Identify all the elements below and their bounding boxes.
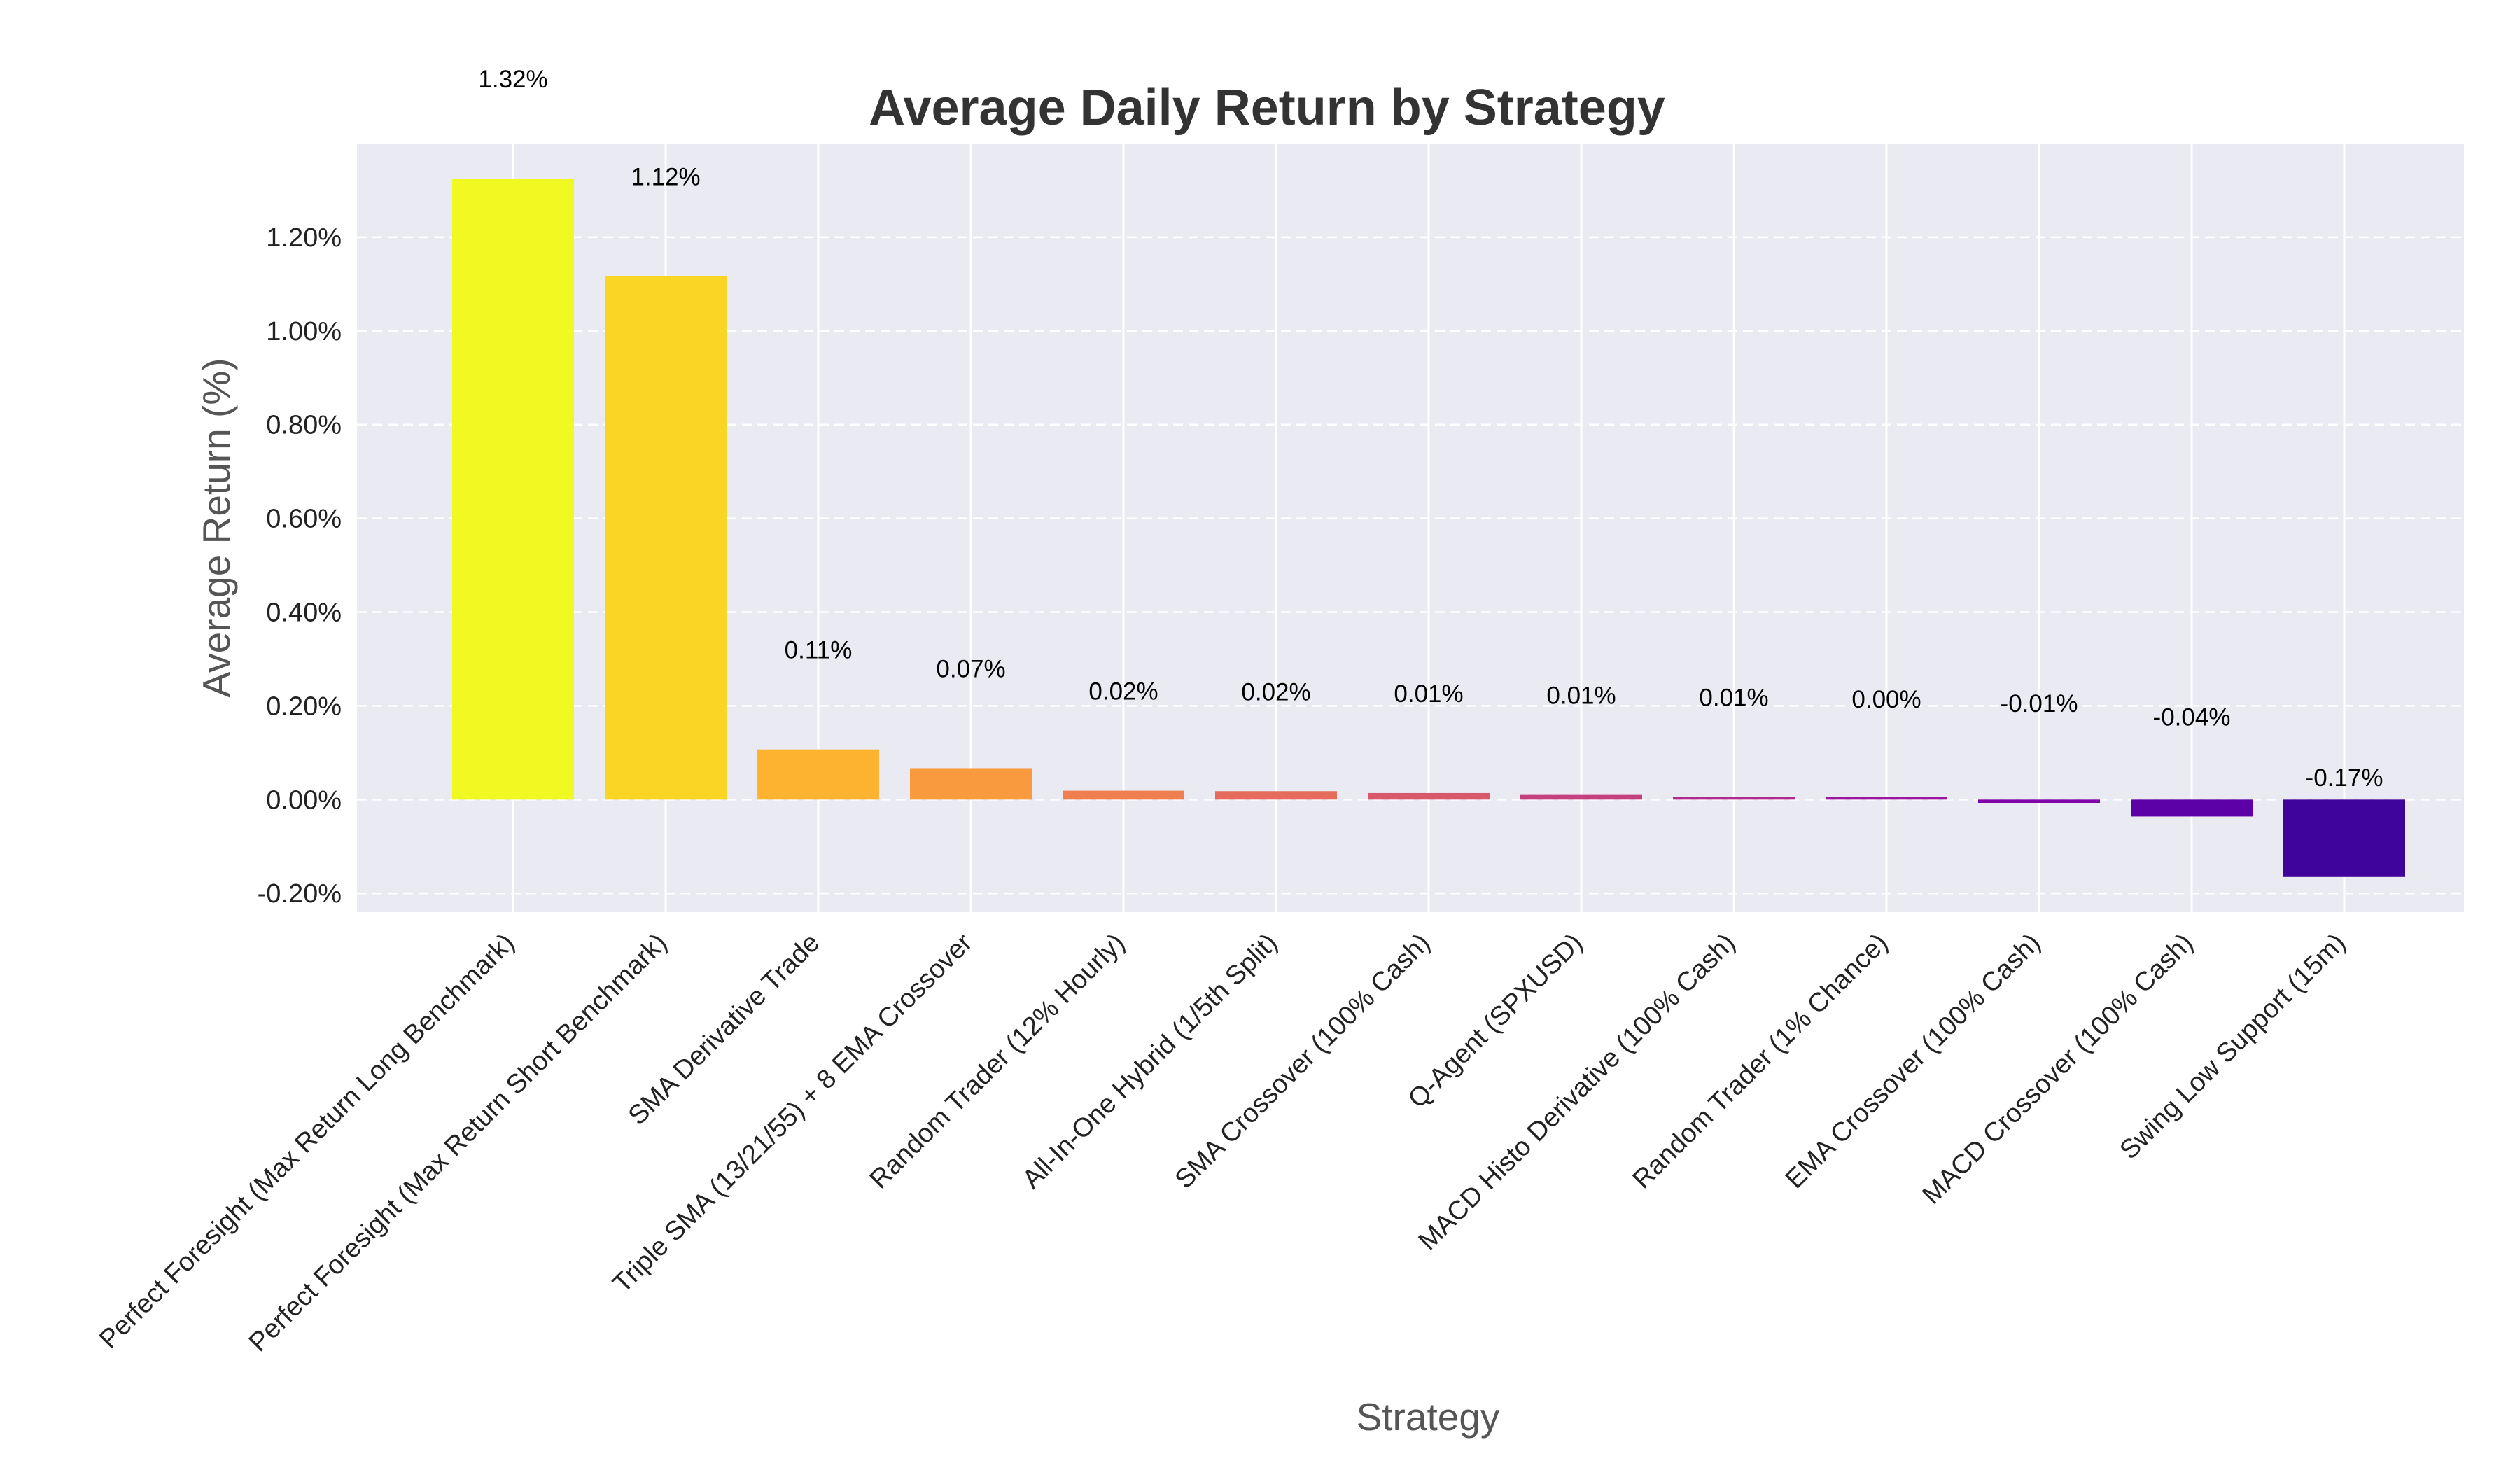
bar	[1215, 791, 1337, 800]
x-tick-label: All-In-One Hybrid (1/5th Split)	[1017, 928, 1284, 1195]
bar	[1978, 799, 2100, 804]
x-axis-title: Strategy	[1357, 1395, 1500, 1438]
x-tick-label: MACD Crossover (100% Cash)	[1917, 928, 2199, 1210]
data-labels: 1.32% 1.12% 0.11% 0.07% 0.02% 0.02% 0.01% 0.01%…	[478, 66, 2383, 792]
bar	[1520, 794, 1642, 800]
bar	[1826, 797, 1947, 800]
horizontal-gridlines	[357, 236, 2464, 895]
y-tick-label: 0.60%	[266, 505, 342, 534]
bar	[1368, 792, 1490, 800]
data-label: 0.07%	[936, 655, 1005, 682]
data-label: 0.02%	[1241, 678, 1310, 706]
bar	[605, 276, 727, 800]
data-label: -0.01%	[2001, 690, 2078, 718]
data-label: 0.00%	[1851, 686, 1921, 713]
y-tick-label: -0.20%	[258, 879, 342, 909]
x-tick-label: Random Trader (1% Chance)	[1628, 928, 1894, 1195]
y-tick-label: 0.20%	[266, 692, 342, 721]
y-tick-label: 0.00%	[266, 785, 342, 815]
data-label: 0.01%	[1394, 680, 1463, 708]
data-label: 1.12%	[631, 163, 700, 190]
y-tick-label: 1.20%	[266, 223, 342, 253]
x-tick-label: Q-Agent (SPXUSD)	[1403, 928, 1589, 1114]
bar	[2131, 799, 2253, 817]
bar	[452, 178, 574, 800]
x-tick-label: MACD Histo Derivative (100% Cash)	[1413, 928, 1742, 1256]
y-tick-label: 0.80%	[266, 411, 342, 440]
y-tick-label: 1.00%	[266, 317, 342, 346]
data-label: 1.32%	[478, 66, 547, 93]
bar	[757, 749, 879, 800]
x-tick-label: SMA Crossover (100% Cash)	[1170, 928, 1436, 1195]
x-tick-label: Triple SMA (13/21/55) + 8 EMA Crossover	[608, 927, 979, 1298]
bar	[910, 768, 1032, 800]
y-tick-label: 0.40%	[266, 598, 342, 628]
data-label: -0.04%	[2153, 704, 2231, 731]
x-axis-ticks: Perfect Foresight (Max Return Long Bench…	[94, 927, 2351, 1357]
bar	[2283, 799, 2405, 877]
data-label: 0.01%	[1546, 682, 1616, 710]
y-axis-ticks: -0.20% 0.00% 0.20% 0.40% 0.60% 0.80% 1.00% 1.20…	[258, 223, 342, 909]
data-label: 0.02%	[1088, 678, 1158, 706]
data-label: -0.17%	[2306, 764, 2384, 792]
data-label: 0.11%	[785, 637, 853, 664]
bar	[1673, 797, 1795, 800]
bar	[1063, 790, 1184, 800]
bars	[452, 178, 2405, 877]
x-tick-label: Random Trader (12% Hourly)	[864, 928, 1131, 1195]
x-tick-label: EMA Crossover (100% Cash)	[1780, 928, 2047, 1195]
y-axis-title: Average Return (%)	[195, 358, 238, 697]
chart-title: Average Daily Return by Strategy	[869, 80, 1665, 136]
data-label: 0.01%	[1699, 684, 1768, 711]
